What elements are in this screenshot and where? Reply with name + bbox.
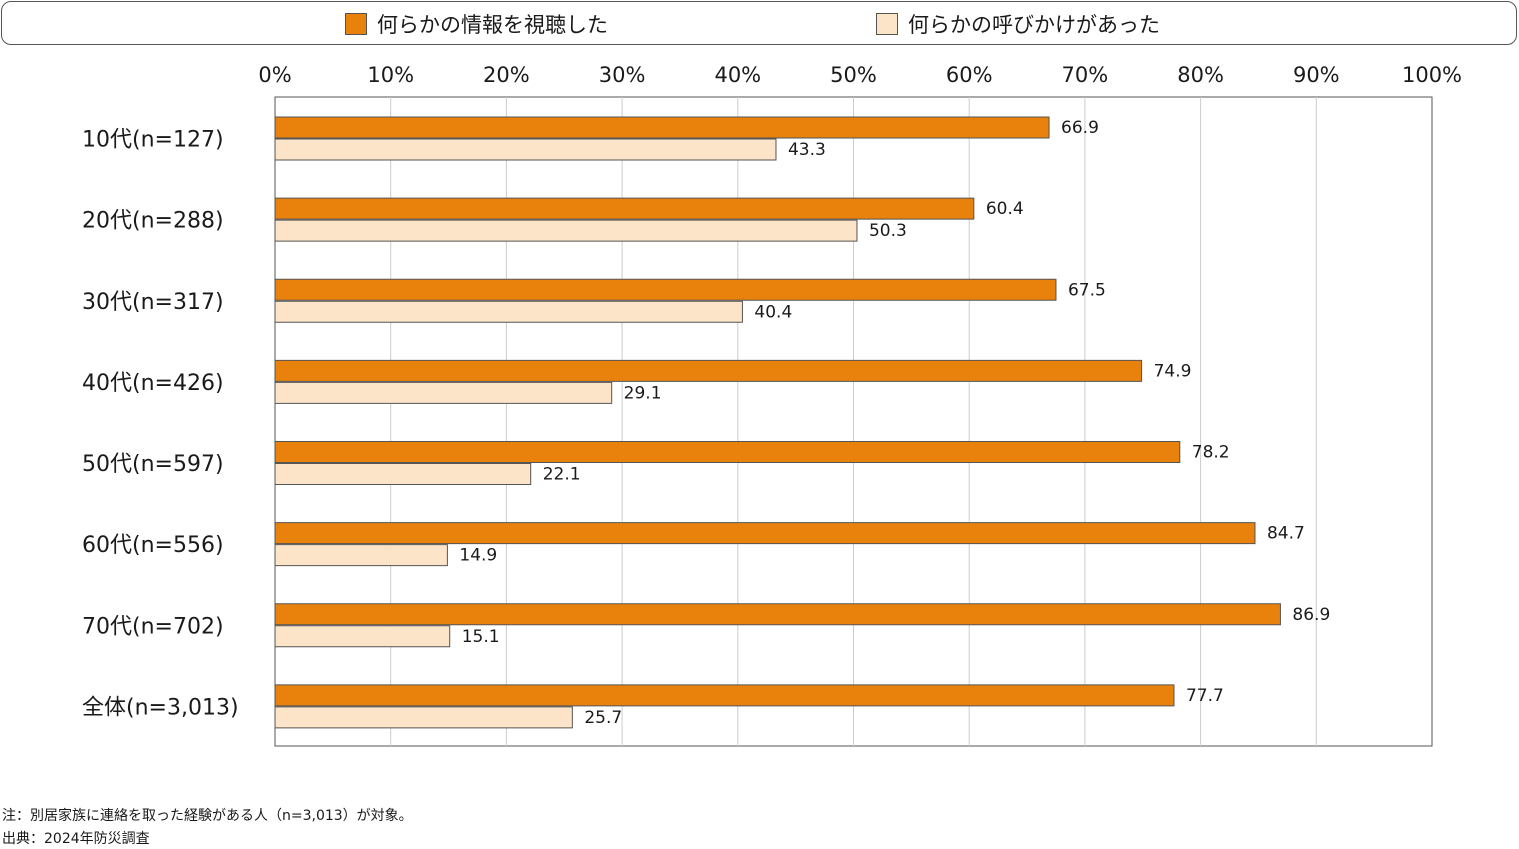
bar <box>274 463 532 485</box>
data-label: 40.4 <box>754 302 792 322</box>
data-label: 60.4 <box>986 199 1024 219</box>
category-label: 10代(n=127) <box>82 128 224 153</box>
data-label: 50.3 <box>869 221 907 241</box>
x-tick-label: 100% <box>1402 63 1462 87</box>
x-tick-label: 30% <box>599 63 646 87</box>
data-label: 43.3 <box>788 140 826 160</box>
bar <box>274 197 975 220</box>
data-label: 84.7 <box>1267 524 1305 544</box>
source-note: 出典：2024年防災調査 <box>2 831 150 847</box>
bar-chart: 0% 10% 20% 30% 40% 50% 60% 70% 80% 90% 100% 10代(n=1… <box>82 63 1462 747</box>
data-label: 67.5 <box>1068 280 1106 300</box>
x-tick-label: 10% <box>367 63 414 87</box>
bar <box>274 300 743 323</box>
bar <box>274 684 1175 707</box>
bar <box>274 441 1181 463</box>
category-label: 70代(n=702) <box>82 614 224 639</box>
data-label: 77.7 <box>1186 686 1224 706</box>
legend-label-viewed: 何らかの情報を視聴した <box>377 13 608 37</box>
bar <box>274 359 1143 382</box>
data-label: 25.7 <box>584 708 622 728</box>
bar <box>274 381 613 404</box>
bar <box>274 603 1281 626</box>
x-tick-label: 0% <box>258 63 291 87</box>
data-label: 74.9 <box>1154 361 1192 381</box>
category-label: 40代(n=426) <box>82 371 224 396</box>
bar <box>274 138 777 161</box>
x-tick-label: 70% <box>1062 63 1109 87</box>
x-tick-label: 60% <box>946 63 993 87</box>
bar <box>274 116 1050 139</box>
data-label: 78.2 <box>1192 443 1230 463</box>
bar <box>274 219 858 242</box>
data-label: 29.1 <box>624 383 662 403</box>
category-label: 30代(n=317) <box>82 290 224 315</box>
data-label: 14.9 <box>459 546 497 566</box>
bar <box>274 625 451 648</box>
footnote: 注：別居家族に連絡を取った経験がある人（n=3,013）が対象。 <box>2 808 413 824</box>
legend-swatch-called <box>876 13 898 35</box>
bar <box>274 278 1057 301</box>
x-tick-label: 40% <box>714 63 761 87</box>
data-label: 22.1 <box>543 465 581 485</box>
data-label: 86.9 <box>1292 605 1330 625</box>
bar <box>274 544 448 567</box>
category-label: 20代(n=288) <box>82 209 224 234</box>
legend: 何らかの情報を視聴した 何らかの呼びかけがあった <box>1 1 1517 45</box>
x-tick-label: 50% <box>830 63 877 87</box>
x-tick-label: 20% <box>483 63 530 87</box>
legend-label-called: 何らかの呼びかけがあった <box>908 13 1160 37</box>
bar <box>274 522 1256 545</box>
data-label: 66.9 <box>1061 118 1099 138</box>
x-tick-label: 90% <box>1293 63 1340 87</box>
legend-item-called: 何らかの呼びかけがあった <box>876 11 1160 37</box>
category-label: 全体(n=3,013) <box>82 695 239 720</box>
bar <box>274 706 573 729</box>
legend-item-viewed: 何らかの情報を視聴した <box>345 11 608 37</box>
x-tick-label: 80% <box>1177 63 1224 87</box>
category-label: 50代(n=597) <box>82 452 224 477</box>
data-label: 15.1 <box>462 627 500 647</box>
legend-swatch-viewed <box>345 13 367 35</box>
category-label: 60代(n=556) <box>82 533 224 558</box>
